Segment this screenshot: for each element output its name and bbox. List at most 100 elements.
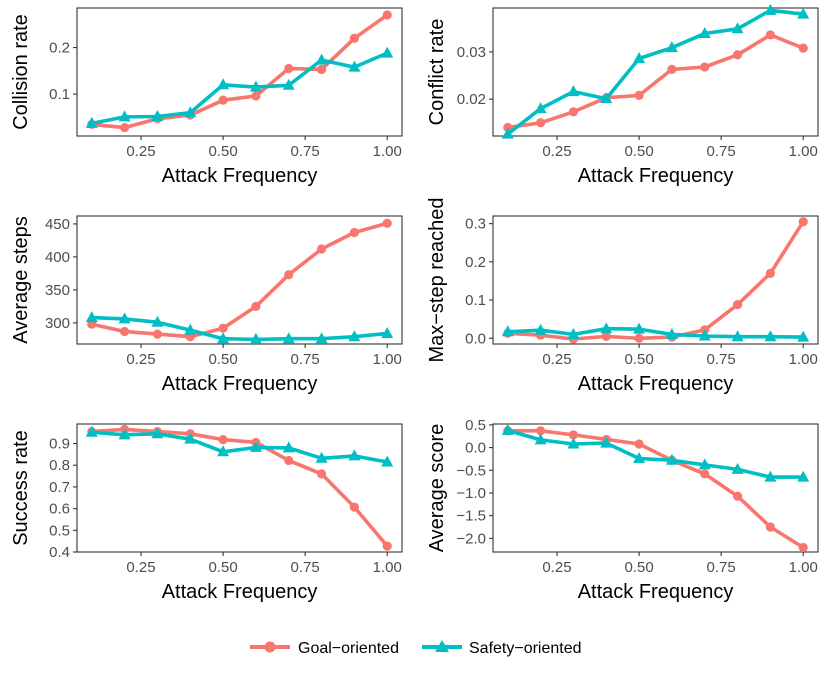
x-tick-label: 1.00 <box>373 143 402 160</box>
y-tick-label: 450 <box>45 216 70 233</box>
data-point <box>633 451 646 463</box>
data-point <box>184 323 197 335</box>
data-point <box>765 268 775 278</box>
data-point <box>349 502 359 512</box>
data-point <box>152 329 163 339</box>
data-point <box>217 332 230 344</box>
data-point <box>731 462 744 474</box>
series-line <box>91 427 389 548</box>
x-tick-label: 1.00 <box>789 351 818 368</box>
data-point <box>184 106 197 118</box>
data-point <box>665 453 678 465</box>
y-tick-label: 0.8 <box>49 457 70 474</box>
series-safety-oriented <box>501 423 810 482</box>
data-point <box>600 436 613 448</box>
y-axis-title: Average score <box>426 424 448 553</box>
data-point <box>218 95 228 105</box>
data-point <box>534 102 547 114</box>
y-tick-label: 0.6 <box>49 501 70 518</box>
data-point <box>118 428 131 440</box>
y-axis-title: Conflict rate <box>426 19 448 126</box>
legend-goal-marker <box>264 641 276 653</box>
data-point <box>85 116 98 128</box>
data-point <box>349 33 359 43</box>
x-tick-label: 0.25 <box>126 351 155 368</box>
y-tick-label: 0.9 <box>49 436 70 453</box>
x-axis-title: Attack Frequency <box>162 581 318 603</box>
x-tick-label: 0.50 <box>624 351 653 368</box>
data-point <box>797 330 810 342</box>
data-point <box>120 326 130 337</box>
data-point <box>184 432 197 444</box>
x-tick-label: 0.50 <box>208 143 237 160</box>
y-tick-label: −1.0 <box>456 485 486 502</box>
data-point <box>348 330 361 342</box>
panel-collision: 0.25 0.50 0.75 1.00 0.1 0.2 Attack Frequency Co… <box>10 7 403 187</box>
y-tick-label: 0.2 <box>465 254 486 271</box>
data-point <box>118 110 131 122</box>
series-line <box>507 220 805 341</box>
x-tick-label: 0.25 <box>126 143 155 160</box>
data-point <box>667 64 677 75</box>
data-point <box>633 52 646 64</box>
x-tick-label: 1.00 <box>789 559 818 576</box>
series-line <box>91 13 389 130</box>
y-axis-title: Average steps <box>10 216 32 344</box>
x-axis-title: Attack Frequency <box>162 165 318 187</box>
x-tick-label: 1.00 <box>789 143 818 160</box>
data-point <box>249 332 262 344</box>
data-point <box>315 53 328 65</box>
data-point <box>218 435 228 445</box>
data-point <box>764 470 777 482</box>
data-point <box>731 22 744 34</box>
y-tick-label: 0.5 <box>49 522 70 539</box>
legend-goal-label: Goal−oriented <box>298 640 399 657</box>
data-point <box>798 542 808 553</box>
x-tick-label: 0.75 <box>707 559 736 576</box>
data-point <box>85 425 98 437</box>
data-point <box>316 244 327 254</box>
panel-border <box>76 7 403 137</box>
data-point <box>284 270 294 280</box>
series-safety-oriented <box>501 3 810 139</box>
data-point <box>567 327 580 339</box>
series-goal-oriented <box>87 424 392 551</box>
y-tick-label: 0.1 <box>49 86 70 103</box>
data-point <box>316 64 327 75</box>
y-tick-label: 0.1 <box>465 292 486 309</box>
data-point <box>634 90 644 100</box>
panel-avgsteps: 0.25 0.50 0.75 1.00 300 350 400 450 Attack Frequ… <box>10 215 403 395</box>
data-point <box>798 43 808 53</box>
data-point <box>765 522 775 532</box>
data-point <box>665 41 678 53</box>
data-point <box>151 315 164 327</box>
series-line <box>507 428 804 479</box>
data-point <box>568 430 579 440</box>
x-tick-label: 0.75 <box>707 351 736 368</box>
legend-safety-label: Safety−oriented <box>469 640 582 657</box>
data-point <box>282 441 295 453</box>
data-point <box>284 455 294 466</box>
series-line <box>506 8 804 136</box>
panel-border <box>76 423 403 553</box>
y-axis-title: Collision rate <box>10 14 32 130</box>
y-tick-label: 0.0 <box>465 440 486 457</box>
x-tick-label: 0.75 <box>291 351 320 368</box>
data-point <box>536 426 546 436</box>
x-tick-label: 1.00 <box>373 351 402 368</box>
data-point <box>665 327 678 339</box>
series-goal-oriented <box>87 10 392 133</box>
series-goal-oriented <box>503 30 808 133</box>
data-point <box>534 433 547 445</box>
data-point <box>348 449 361 461</box>
data-point <box>382 218 392 228</box>
data-point <box>501 127 514 139</box>
data-point <box>316 469 327 479</box>
series-goal-oriented <box>503 426 808 553</box>
y-tick-label: −0.5 <box>456 462 486 479</box>
data-point <box>798 217 808 227</box>
data-point <box>382 10 392 20</box>
data-point <box>634 333 644 343</box>
x-tick-label: 0.25 <box>542 351 571 368</box>
y-tick-label: 350 <box>45 282 70 299</box>
